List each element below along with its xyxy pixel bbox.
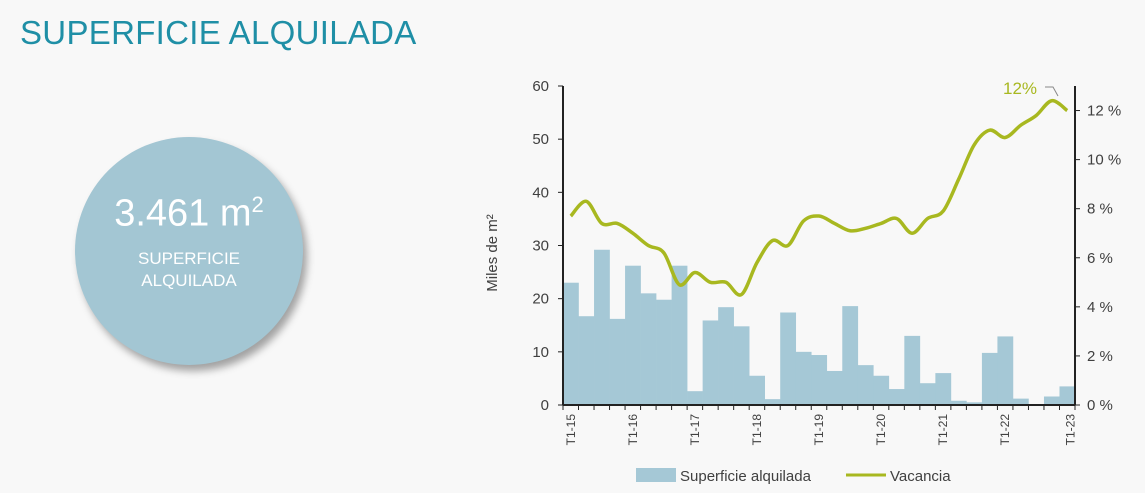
kpi-number: 3.461 m [114, 192, 252, 235]
bar [1059, 386, 1076, 405]
bar [857, 365, 874, 405]
y2-tick-label: 2 % [1087, 348, 1113, 365]
y2-tick-label: 6 % [1087, 250, 1113, 267]
x-tick-label: T1-22 [998, 414, 1012, 446]
annotation-leader [1045, 86, 1059, 97]
x-tick-label: T1-16 [626, 414, 640, 446]
legend-label-bars: Superficie alquilada [680, 468, 812, 485]
x-tick-label: T1-20 [874, 414, 888, 446]
y2-tick-label: 0 % [1087, 397, 1113, 414]
kpi-label-2: ALQUILADA [141, 270, 237, 290]
x-tick-label: T1-18 [750, 414, 764, 446]
bar [640, 293, 657, 405]
bar [873, 375, 890, 405]
bar [687, 391, 703, 405]
bar [811, 355, 828, 405]
bar [609, 318, 626, 405]
kpi-label-1: SUPERFICIE [137, 248, 241, 268]
y-tick-label: 60 [532, 78, 549, 95]
bar [764, 399, 781, 405]
bar [578, 316, 595, 405]
y-axis-title: Miles de m² [484, 214, 501, 292]
bar [1012, 398, 1029, 405]
bar [888, 389, 905, 405]
y-tick-label: 40 [532, 184, 549, 201]
y2-tick-label: 10 % [1087, 152, 1121, 169]
bar [950, 400, 967, 405]
y-tick-label: 30 [532, 238, 549, 255]
bar [842, 306, 859, 405]
bar [749, 375, 765, 405]
kpi-circle: 3.461 m2 SUPERFICIE ALQUILADA [75, 137, 303, 365]
y-tick-label: 0 [541, 397, 549, 414]
y2-tick-label: 12 % [1087, 103, 1121, 120]
kpi-label: SUPERFICIE ALQUILADA [75, 248, 303, 292]
x-tick-label: T1-15 [564, 414, 578, 446]
bar [656, 299, 672, 405]
bar [563, 282, 579, 405]
legend-swatch-bars [636, 468, 676, 482]
bar [795, 351, 812, 405]
annotation-label: 12% [1003, 79, 1037, 98]
bar [780, 312, 797, 405]
bar [625, 265, 641, 405]
page-title: SUPERFICIE ALQUILADA [20, 14, 417, 51]
bar [718, 307, 734, 405]
bar [826, 370, 843, 405]
kpi-unit-sup: 2 [251, 192, 264, 217]
y2-tick-label: 4 % [1087, 299, 1113, 316]
y2-tick-label: 8 % [1087, 201, 1113, 218]
bar [919, 383, 936, 405]
x-tick-label: T1-17 [688, 414, 702, 446]
y-tick-label: 50 [532, 131, 549, 148]
bar [966, 402, 983, 405]
bar [594, 249, 610, 405]
bar [997, 336, 1014, 405]
x-tick-label: T1-19 [812, 414, 826, 446]
legend-label-line: Vacancia [890, 468, 951, 485]
y-tick-label: 10 [532, 344, 549, 361]
bar [935, 373, 952, 405]
x-tick-label: T1-21 [936, 414, 950, 446]
bar [733, 326, 750, 405]
kpi-value: 3.461 m2 [75, 192, 303, 236]
bar [981, 352, 998, 405]
bar [904, 335, 921, 405]
vacancy-line [569, 98, 1069, 297]
bar [702, 320, 719, 405]
bar [1043, 396, 1060, 405]
bar [671, 265, 688, 405]
y-tick-label: 20 [532, 291, 549, 308]
x-tick-label: T1-23 [1063, 414, 1077, 446]
